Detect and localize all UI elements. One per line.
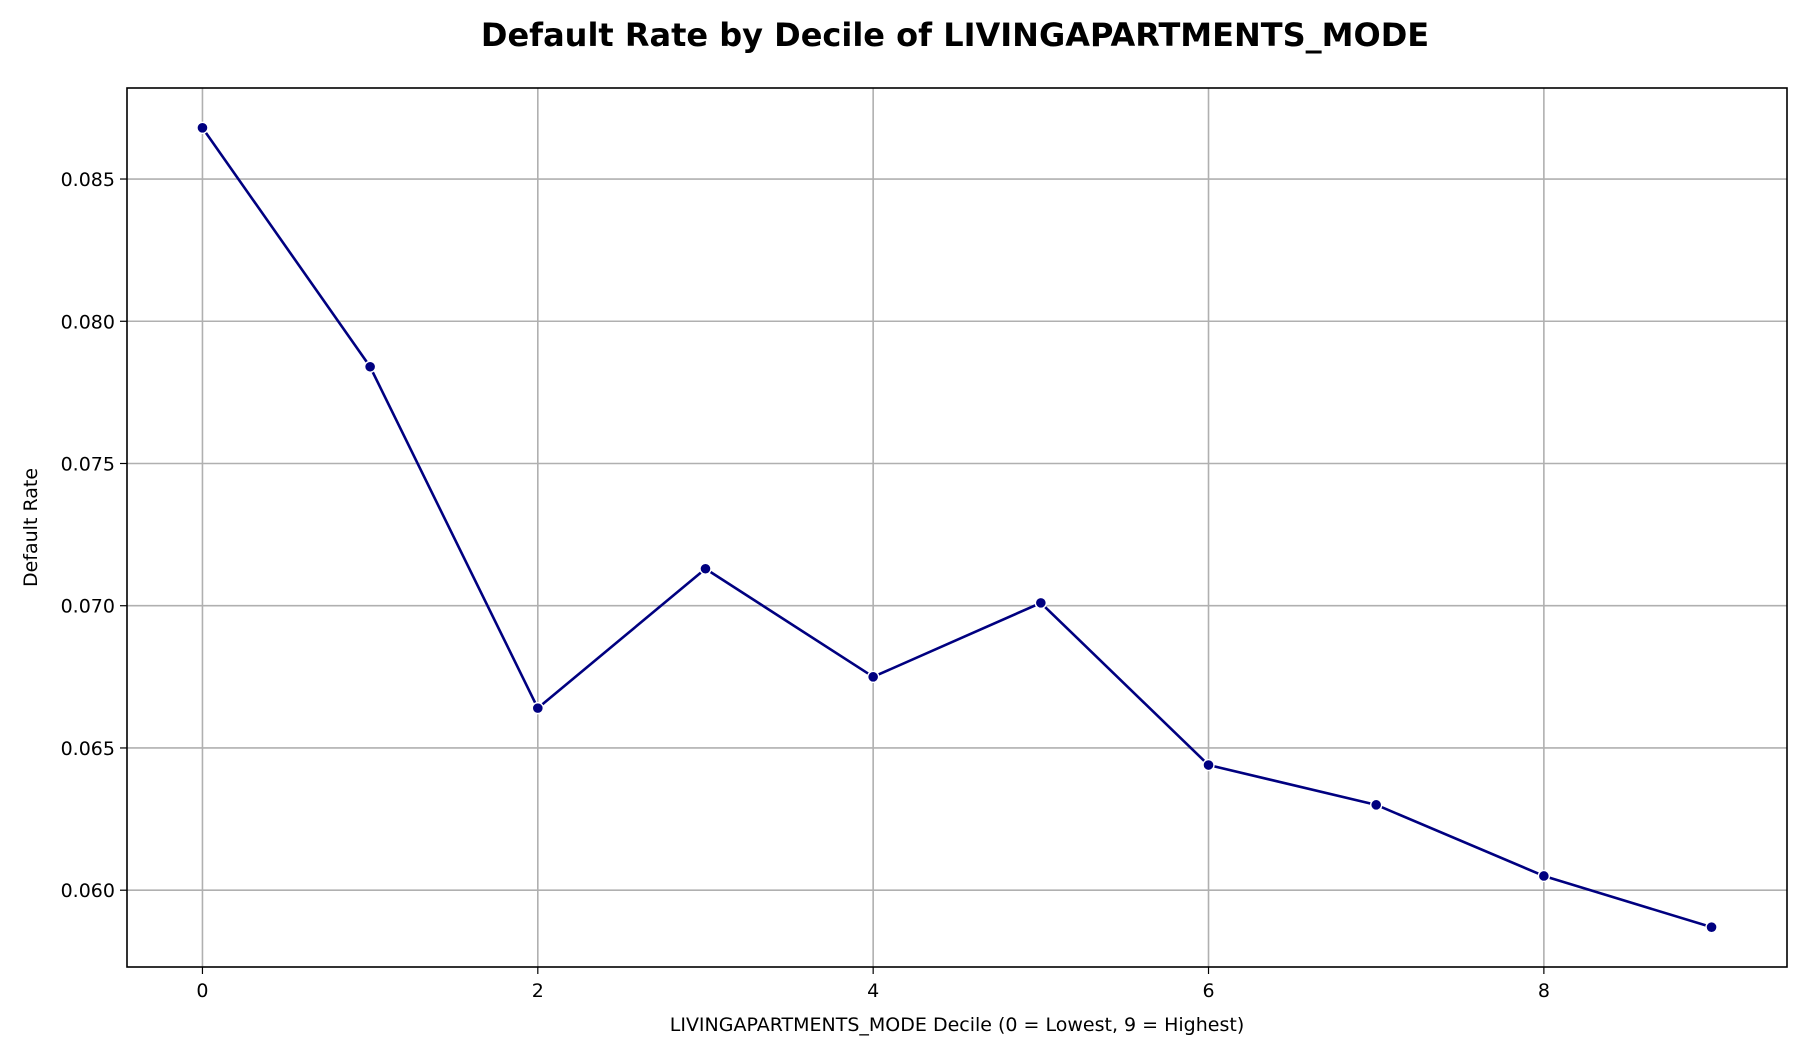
- data-point: [699, 562, 712, 575]
- y-tick-label: 0.085: [61, 169, 115, 191]
- chart-title: Default Rate by Decile of LIVINGAPARTMEN…: [481, 16, 1429, 54]
- data-point: [1202, 758, 1215, 772]
- x-tick-label: 2: [532, 980, 544, 1002]
- y-tick-label: 0.065: [61, 738, 115, 760]
- y-axis-label: Default Rate: [20, 468, 42, 587]
- x-tick-label: 0: [196, 980, 208, 1002]
- x-axis-label: LIVINGAPARTMENTS_MODE Decile (0 = Lowest…: [670, 1014, 1244, 1036]
- data-point: [196, 121, 209, 135]
- data-point: [866, 670, 880, 684]
- x-tick-label: 8: [1538, 980, 1550, 1002]
- y-tick-label: 0.080: [61, 311, 115, 333]
- plot-frame: [126, 87, 1788, 968]
- y-tick-label: 0.070: [61, 596, 115, 618]
- series-line: [201, 127, 1712, 929]
- grid: [127, 88, 1787, 967]
- x-tick-label: 6: [1202, 980, 1214, 1002]
- series: [196, 121, 1718, 934]
- data-point: [1537, 869, 1551, 883]
- y-tick-label: 0.075: [61, 453, 115, 475]
- data-point: [1369, 798, 1383, 812]
- y-tick-label: 0.060: [61, 880, 115, 902]
- data-point: [363, 360, 377, 373]
- x-tick-label: 4: [867, 980, 879, 1002]
- data-point: [1034, 596, 1048, 610]
- data-point: [1705, 920, 1718, 934]
- data-point: [531, 701, 545, 715]
- axis-ticks: 0 2 4 6 8 0.060 0.065 0.070 0.075 0.080 0.085: [61, 169, 1550, 1002]
